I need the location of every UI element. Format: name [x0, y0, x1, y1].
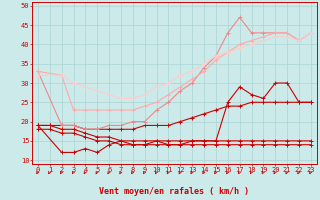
X-axis label: Vent moyen/en rafales ( km/h ): Vent moyen/en rafales ( km/h )	[100, 187, 249, 196]
